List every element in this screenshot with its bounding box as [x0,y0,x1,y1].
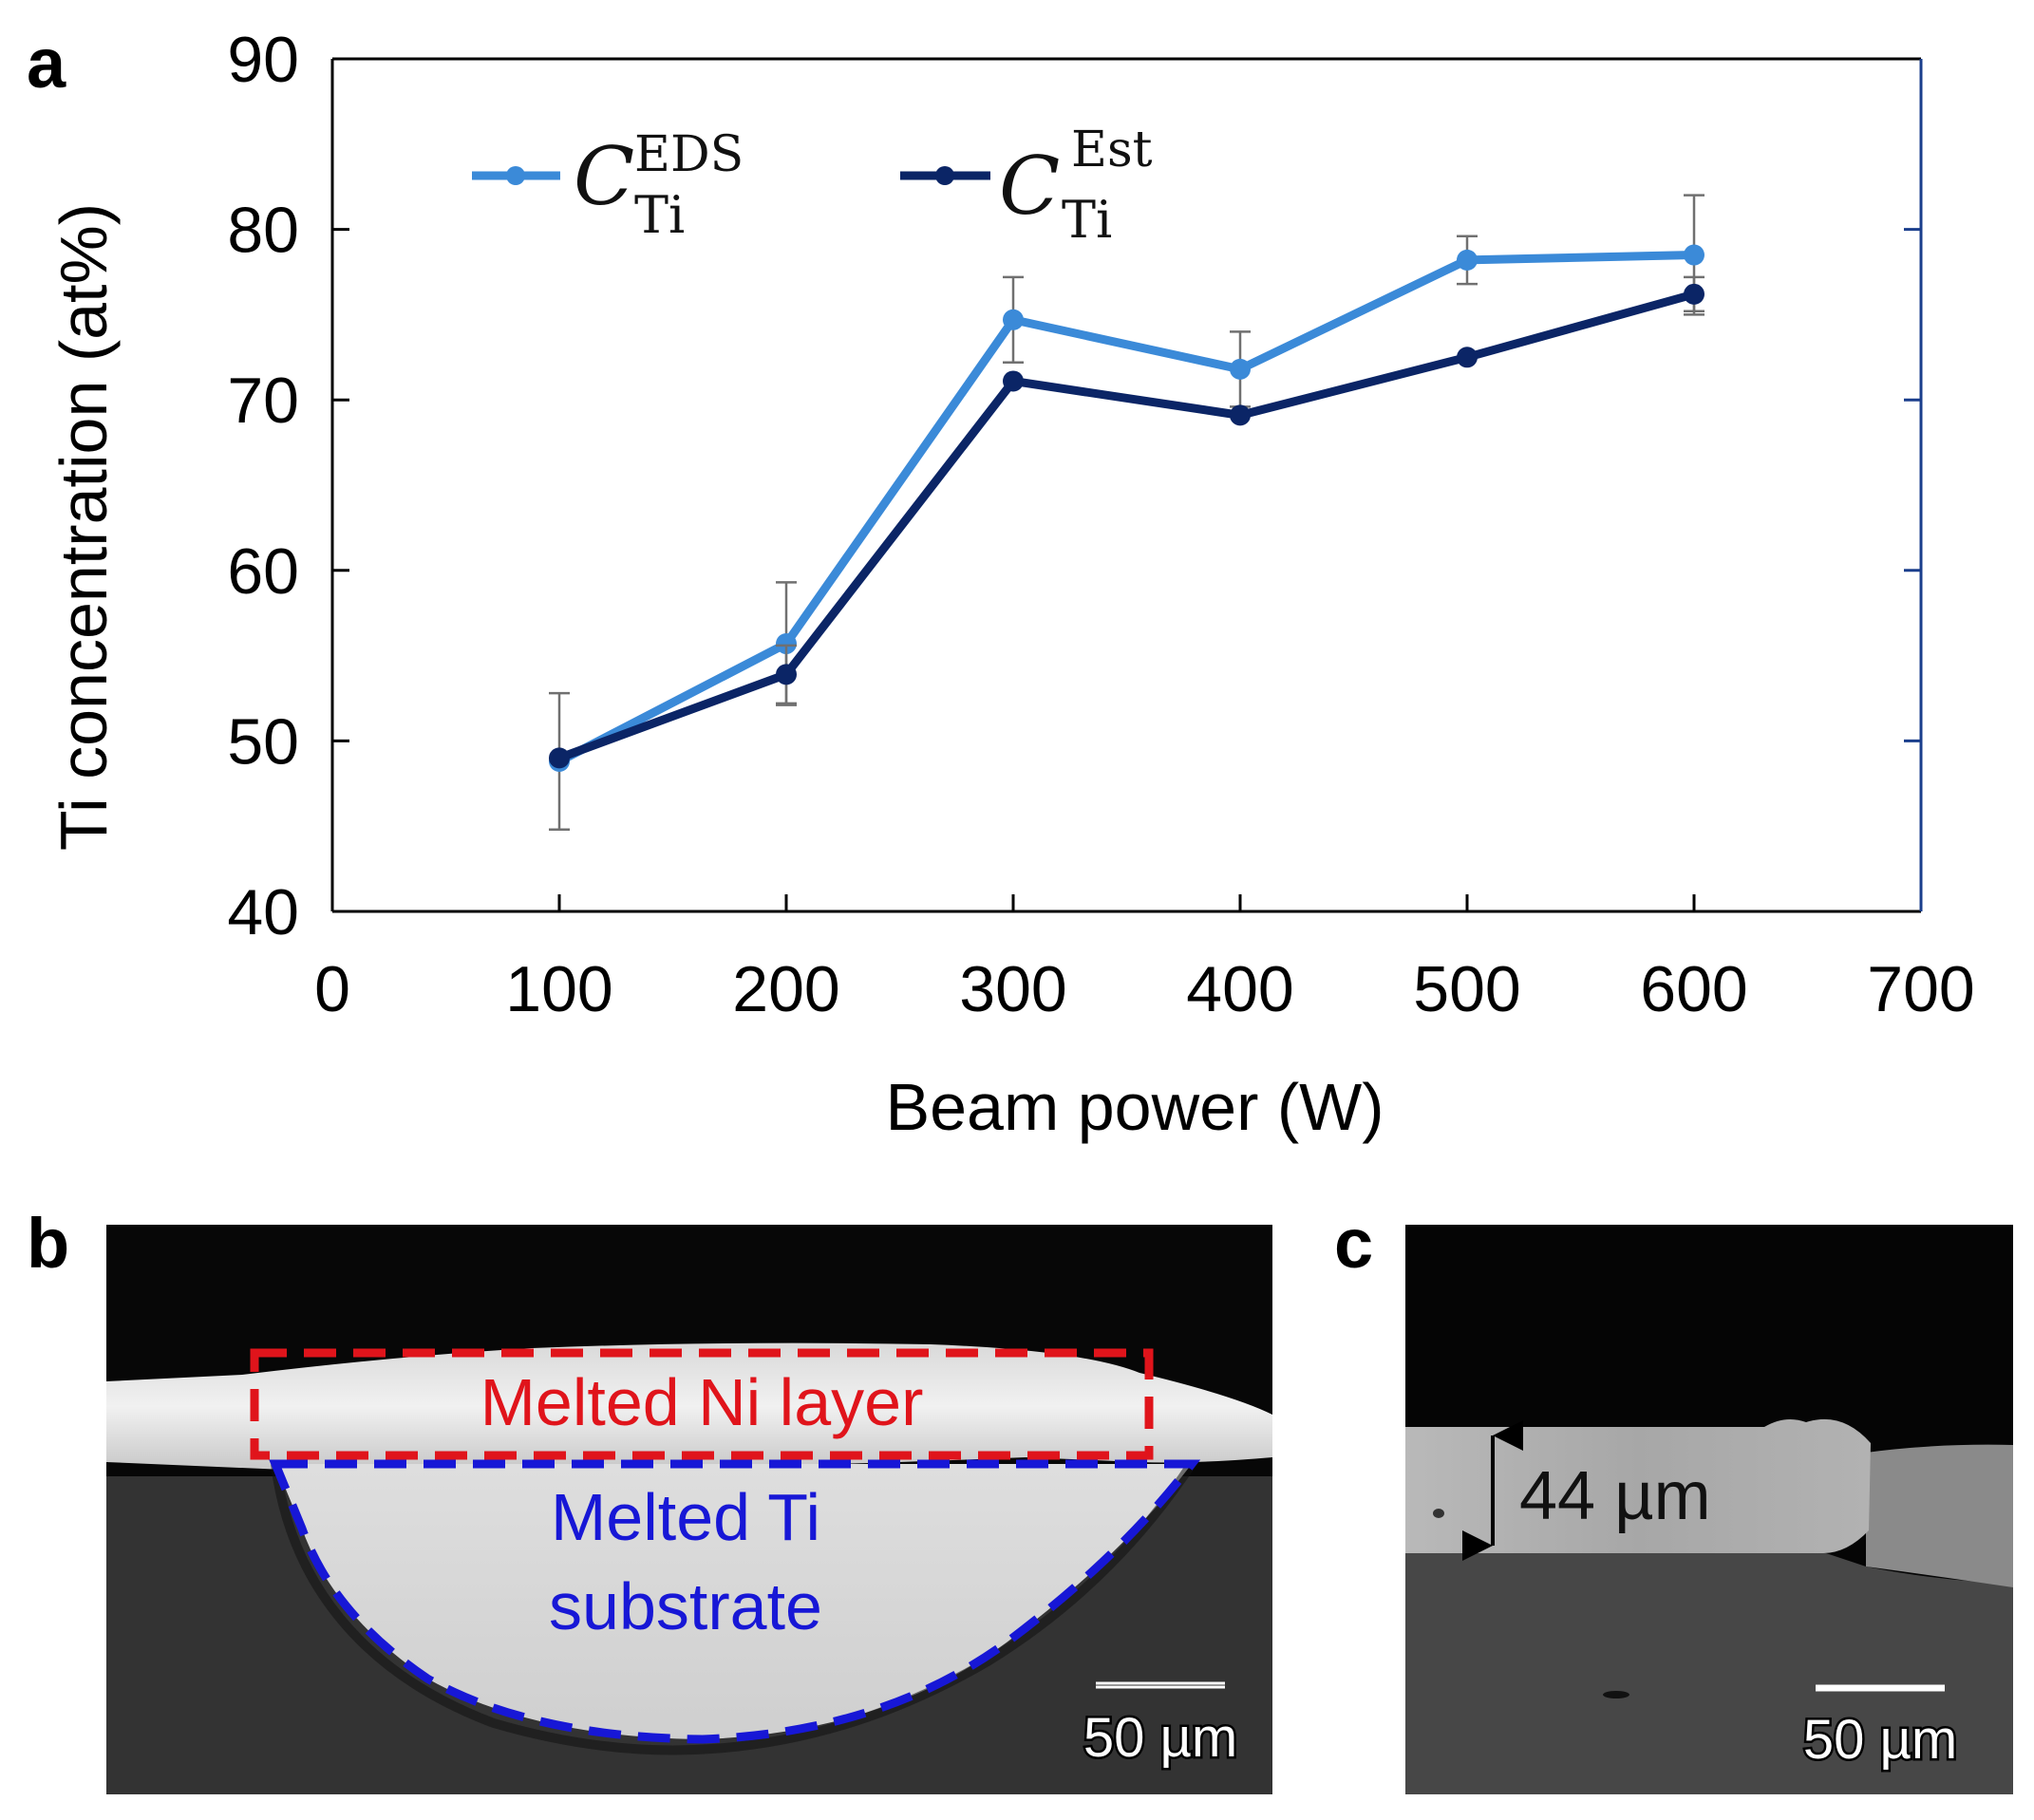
data-point-eds [776,633,797,655]
panel-label-b: b [27,1204,69,1283]
x-tick-label: 300 [959,953,1066,1025]
ni-layer-region [106,1342,1272,1470]
series-eds [549,194,1704,832]
data-point-est [1230,404,1251,426]
pore [1433,1509,1444,1518]
ti-substrate-label-line2: substrate [549,1569,822,1643]
series-line-est [557,290,1696,762]
y-tick-label: 80 [227,195,299,267]
data-point-eds [1230,358,1251,380]
x-tick-label: 500 [1413,953,1520,1025]
legend-label-est-sup: Est [1071,122,1153,178]
legend-marker-eds [506,166,525,185]
pore [1603,1691,1629,1698]
data-point-est [1457,347,1478,368]
x-axis-title: Beam power (W) [885,1070,1384,1144]
panel-label-a: a [27,24,66,103]
ni-layer-outline [250,1348,1154,1460]
legend-label-est-sub: Ti [1062,190,1112,250]
data-point-eds [1684,244,1704,266]
panel-label-c: c [1334,1204,1373,1283]
data-point-est [1003,370,1024,392]
legend-label-eds-sup: EDS [634,126,744,183]
ni-layer-label: Melted Ni layer [480,1365,924,1439]
legend-label-eds-sub: Ti [634,185,685,245]
data-point-est [1684,283,1704,305]
x-tick-label: 100 [505,953,612,1025]
chart-panel-a: 40 50 60 70 80 90 0 100 200 300 400 500 600 700 Beam… [47,24,1975,1144]
substrate-region-c [1405,1552,2013,1794]
y-axis-ticks: 40 50 60 70 80 90 [227,24,1921,948]
legend-marker-est [935,166,954,185]
series-line-eds [556,251,1695,765]
series-layer [549,194,1704,832]
melt-pool-halo [271,1461,1196,1755]
x-tick-label: 600 [1640,953,1747,1025]
x-tick-label: 700 [1867,953,1974,1025]
scale-bar-c-label: 50 µm [1803,1709,1957,1771]
legend: C EDS Ti C Est Ti [472,122,1153,250]
y-tick-label: 60 [227,535,299,608]
x-axis-ticks: 0 100 200 300 400 500 600 700 [314,894,1975,1025]
data-point-eds [1003,309,1024,330]
micrograph-b: Melted Ni layer Melted Ti substrate 50 µ… [106,1225,1272,1794]
scale-bar-b-label: 50 µm [1083,1707,1237,1769]
legend-label-est-main: C [999,140,1060,233]
legend-label-eds-main: C [574,130,634,223]
x-tick-label: 200 [732,953,839,1025]
series-est [549,275,1704,769]
x-tick-label: 400 [1186,953,1293,1025]
ti-substrate-label-line1: Melted Ti [551,1480,820,1554]
substrate-block-c [1866,1444,2013,1587]
data-point-est [549,747,570,769]
micrograph-c: 44 µm 50 µm [1405,1225,2013,1794]
x-tick-label: 0 [314,953,350,1025]
ti-substrate-outline [269,1459,1201,1744]
legend-item-eds: C EDS Ti [472,126,744,245]
legend-item-est: C Est Ti [900,122,1153,250]
y-tick-label: 70 [227,365,299,437]
y-axis-title: Ti concentration (at%) [47,203,121,851]
data-point-est [776,664,797,685]
data-point-eds [1457,249,1478,271]
y-tick-label: 40 [227,876,299,948]
y-tick-label: 50 [227,705,299,778]
y-tick-label: 90 [227,24,299,96]
thickness-label: 44 µm [1519,1458,1711,1534]
